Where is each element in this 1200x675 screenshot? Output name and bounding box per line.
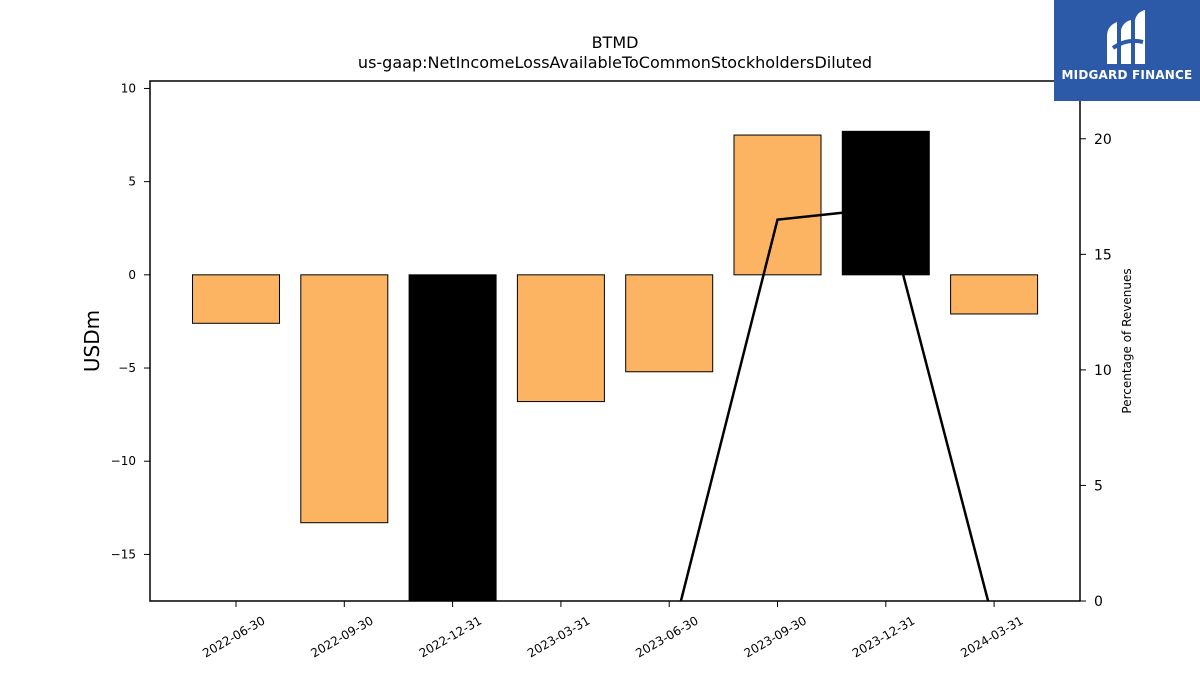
bar-2022-06-30 <box>192 274 280 324</box>
x-tick-label: 2022-12-31 <box>417 613 484 660</box>
bar-2023-06-30 <box>625 274 714 373</box>
y-tick-label: −15 <box>111 547 136 561</box>
y-tick-label: 5 <box>128 175 136 189</box>
y-tick-label: 10 <box>121 81 136 95</box>
y2-tick-label: 20 <box>1094 132 1112 148</box>
y-tick-label: −10 <box>111 454 136 468</box>
y2-tick-label: 0 <box>1094 594 1103 610</box>
bar-2023-12-31 <box>841 130 930 276</box>
y-tick-label: 0 <box>128 268 136 282</box>
bar-2022-12-31 <box>408 274 497 601</box>
x-tick-label: 2023-06-30 <box>633 613 700 660</box>
bar-2024-03-31 <box>950 274 1039 315</box>
x-tick-label: 2023-03-31 <box>525 613 592 660</box>
x-tick-label: 2024-03-31 <box>958 613 1025 660</box>
y2-axis-label: Percentage of Revenues <box>1120 268 1134 413</box>
plot-area: 10 5 0 −5 −10 −15 0 5 10 15 20 2022-06-30 2022-09-30… <box>111 80 1112 660</box>
logo-mark-icon <box>1107 10 1145 64</box>
chart-subtitle: us-gaap:NetIncomeLossAvailableToCommonSt… <box>358 53 872 72</box>
x-tick-label: 2022-09-30 <box>308 613 375 660</box>
y-tick-label: −5 <box>118 361 136 375</box>
y2-tick-label: 5 <box>1094 478 1103 494</box>
bar-2023-09-30 <box>733 134 822 276</box>
midgard-finance-logo: MIDGARD FINANCE <box>1054 0 1200 101</box>
x-tick-label: 2022-06-30 <box>200 613 267 660</box>
chart-title: BTMD <box>592 33 639 52</box>
bars <box>192 130 1039 601</box>
logo-text: MIDGARD FINANCE <box>1061 68 1193 82</box>
bar-2022-09-30 <box>300 274 389 524</box>
x-tick-label: 2023-09-30 <box>742 613 809 660</box>
percentage-line <box>679 206 990 601</box>
x-tick-label: 2023-12-31 <box>850 613 917 660</box>
plot-frame <box>149 80 1081 602</box>
y2-tick-label: 10 <box>1094 363 1112 379</box>
y-axis-label: USDm <box>80 310 104 372</box>
bar-2023-03-31 <box>516 274 605 403</box>
y2-tick-label: 15 <box>1094 247 1112 263</box>
